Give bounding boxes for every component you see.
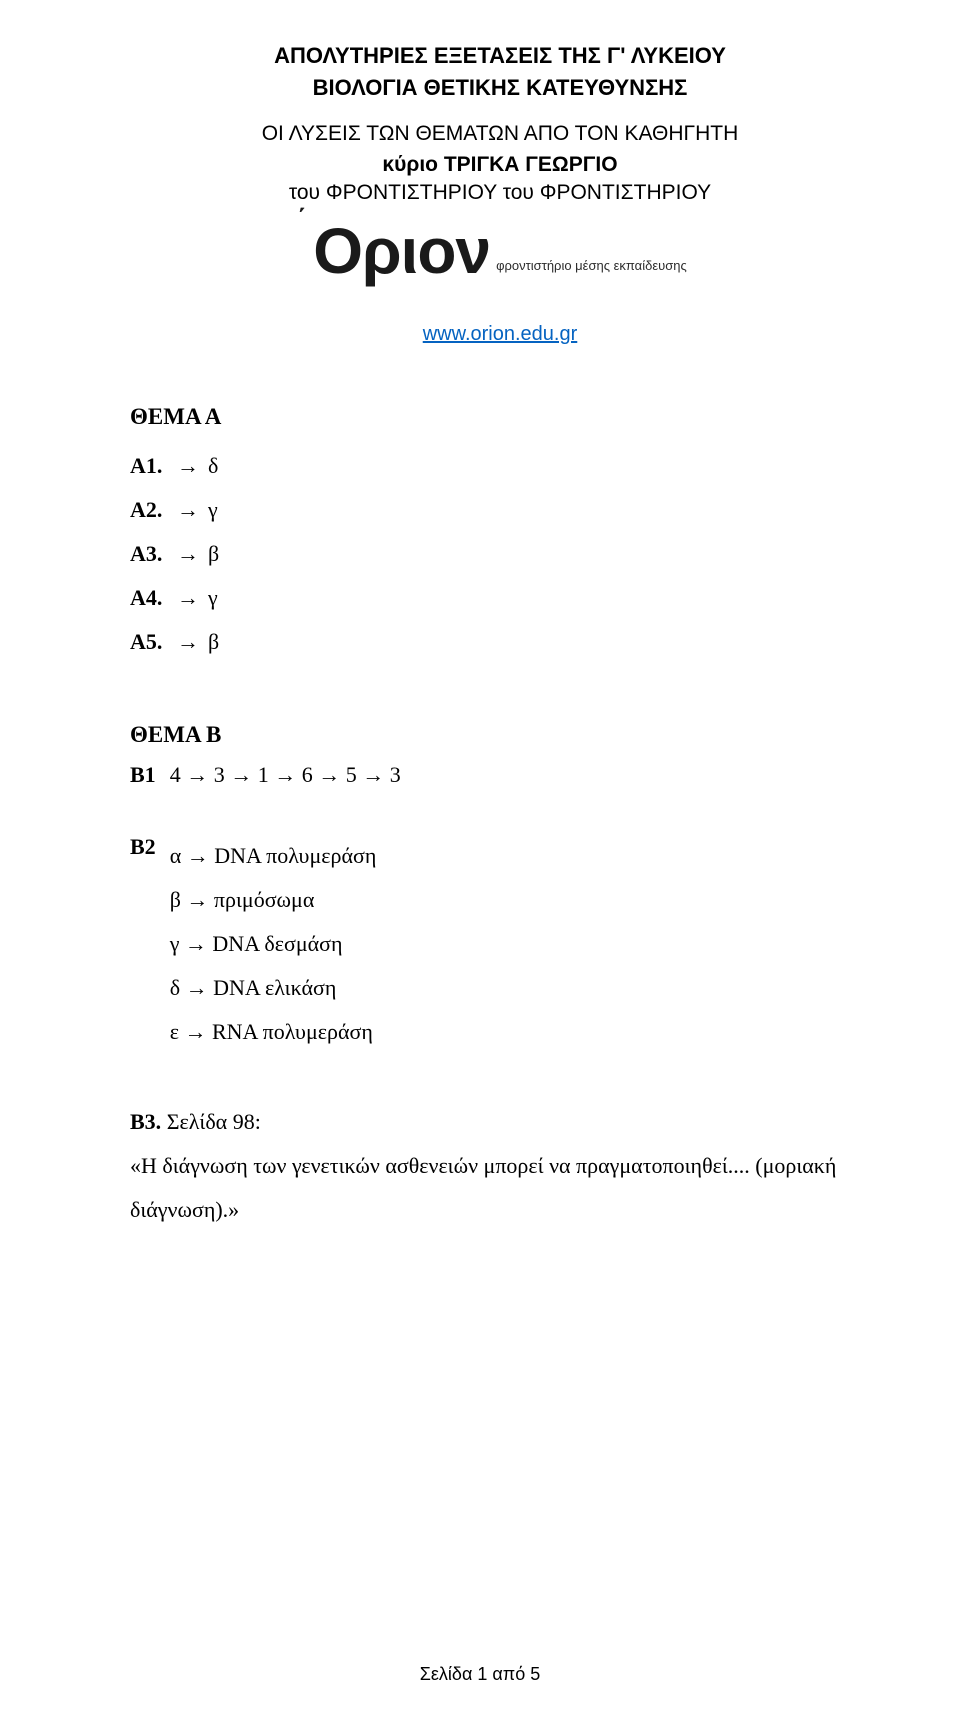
b2-key: γ	[170, 931, 180, 956]
answer-value: γ	[208, 488, 218, 532]
b1-sequence: 4 → 3 → 1 → 6 → 5 → 3	[170, 762, 401, 788]
b2-item: γ → DNA δεσμάση	[170, 922, 377, 966]
arrow-icon: →	[186, 887, 208, 912]
b2-value: DNA ελικάση	[213, 975, 336, 1000]
arrow-icon: →	[174, 576, 202, 620]
b2-lines: α → DNA πολυμεράση β → πριμόσωμα γ → DNA…	[170, 834, 377, 1054]
page-footer: Σελίδα 1 από 5	[0, 1664, 960, 1685]
b2-item: δ → DNA ελικάση	[170, 966, 377, 1010]
website-link[interactable]: www.orion.edu.gr	[423, 323, 578, 345]
seq-num: 6	[302, 762, 313, 787]
arrow-icon: →	[274, 762, 296, 787]
thema-a-heading: ΘΕΜΑ Α	[130, 404, 870, 430]
seq-num: 5	[346, 762, 357, 787]
b2-item: β → πριμόσωμα	[170, 878, 377, 922]
document-header: ΑΠΟΛΥΤΗΡΙΕΣ ΕΞΕΤΑΣΕΙΣ ΤΗΣ Γ' ΛΥΚΕΙΟΥ ΒΙΟ…	[130, 40, 870, 346]
thema-b-heading: ΘΕΜΑ Β	[130, 722, 870, 748]
thema-a-item: Α2. → γ	[130, 488, 870, 532]
arrow-icon: →	[362, 762, 384, 787]
arrow-icon: →	[230, 762, 252, 787]
answer-label: Α5.	[130, 620, 168, 664]
link-line: www.orion.edu.gr	[130, 323, 870, 346]
thema-a-item: Α3. → β	[130, 532, 870, 576]
thema-a-item: Α1. → δ	[130, 444, 870, 488]
b2-key: β	[170, 887, 181, 912]
b2-value: DNA πολυμεράση	[214, 843, 376, 868]
b2-label: Β2	[130, 834, 156, 1054]
logo-text: ΄ Οριον	[313, 219, 490, 283]
arrow-icon: →	[185, 931, 207, 956]
logo-tagline: φροντιστήριο μέσης εκπαίδευσης	[496, 258, 687, 273]
arrow-icon: →	[186, 762, 208, 787]
b2-key: α	[170, 843, 182, 868]
arrow-icon: →	[174, 532, 202, 576]
arrow-icon: →	[318, 762, 340, 787]
thema-a-list: Α1. → δ Α2. → γ Α3. → β Α4. → γ Α5. → β	[130, 444, 870, 664]
thema-a-item: Α5. → β	[130, 620, 870, 664]
title-line-2: ΒΙΟΛΟΓΙΑ ΘΕΤΙΚΗΣ ΚΑΤΕΥΘΥΝΣΗΣ	[130, 72, 870, 104]
seq-num: 1	[258, 762, 269, 787]
arrow-icon: →	[174, 620, 202, 664]
logo-accent: ΄	[297, 205, 305, 233]
arrow-icon: →	[187, 843, 209, 868]
b2-key: δ	[170, 975, 180, 1000]
answer-label: Α3.	[130, 532, 168, 576]
answer-label: Α2.	[130, 488, 168, 532]
seq-num: 3	[390, 762, 401, 787]
answer-value: β	[208, 532, 219, 576]
answer-label: Α4.	[130, 576, 168, 620]
b3-header-line: Β3. Σελίδα 98:	[130, 1100, 870, 1144]
seq-num: 4	[170, 762, 181, 787]
b2-item: α → DNA πολυμεράση	[170, 834, 377, 878]
logo-row: ΄ Οριον φροντιστήριο μέσης εκπαίδευσης	[130, 219, 870, 283]
author-line: κύριο ΤΡΙΓΚΑ ΓΕΩΡΓΙΟ	[130, 153, 870, 177]
logo-word: Οριον	[313, 215, 490, 287]
answer-label: Α1.	[130, 444, 168, 488]
b2-item: ε → RNA πολυμεράση	[170, 1010, 377, 1054]
b2-block: Β2 α → DNA πολυμεράση β → πριμόσωμα γ → …	[130, 834, 870, 1054]
arrow-icon: →	[174, 488, 202, 532]
arrow-icon: →	[184, 1019, 206, 1044]
title-line-1: ΑΠΟΛΥΤΗΡΙΕΣ ΕΞΕΤΑΣΕΙΣ ΤΗΣ Γ' ΛΥΚΕΙΟΥ	[130, 40, 870, 72]
b1-row: Β1 4 → 3 → 1 → 6 → 5 → 3	[130, 762, 870, 788]
b2-value: DNA δεσμάση	[212, 931, 342, 956]
source-line: του ΦΡΟΝΤΙΣΤΗΡΙΟΥ του ΦΡΟΝΤΙΣΤΗΡΙΟΥ	[130, 181, 870, 205]
answer-value: β	[208, 620, 219, 664]
arrow-icon: →	[174, 444, 202, 488]
answer-value: δ	[208, 444, 218, 488]
b3-block: Β3. Σελίδα 98: «Η διάγνωση των γενετικών…	[130, 1100, 870, 1232]
b2-value: RNA πολυμεράση	[212, 1019, 373, 1044]
b3-label: Β3.	[130, 1109, 161, 1134]
arrow-icon: →	[186, 975, 208, 1000]
b3-quote: «Η διάγνωση των γενετικών ασθενειών μπορ…	[130, 1144, 870, 1232]
b1-label: Β1	[130, 762, 156, 788]
thema-a-item: Α4. → γ	[130, 576, 870, 620]
b3-reference: Σελίδα 98:	[167, 1109, 261, 1134]
subtitle-line: ΟΙ ΛΥΣΕΙΣ ΤΩΝ ΘΕΜΑΤΩΝ ΑΠΟ ΤΟΝ ΚΑΘΗΓΗΤΗ	[130, 118, 870, 150]
b2-key: ε	[170, 1019, 179, 1044]
answer-value: γ	[208, 576, 218, 620]
b2-value: πριμόσωμα	[214, 887, 314, 912]
seq-num: 3	[214, 762, 225, 787]
